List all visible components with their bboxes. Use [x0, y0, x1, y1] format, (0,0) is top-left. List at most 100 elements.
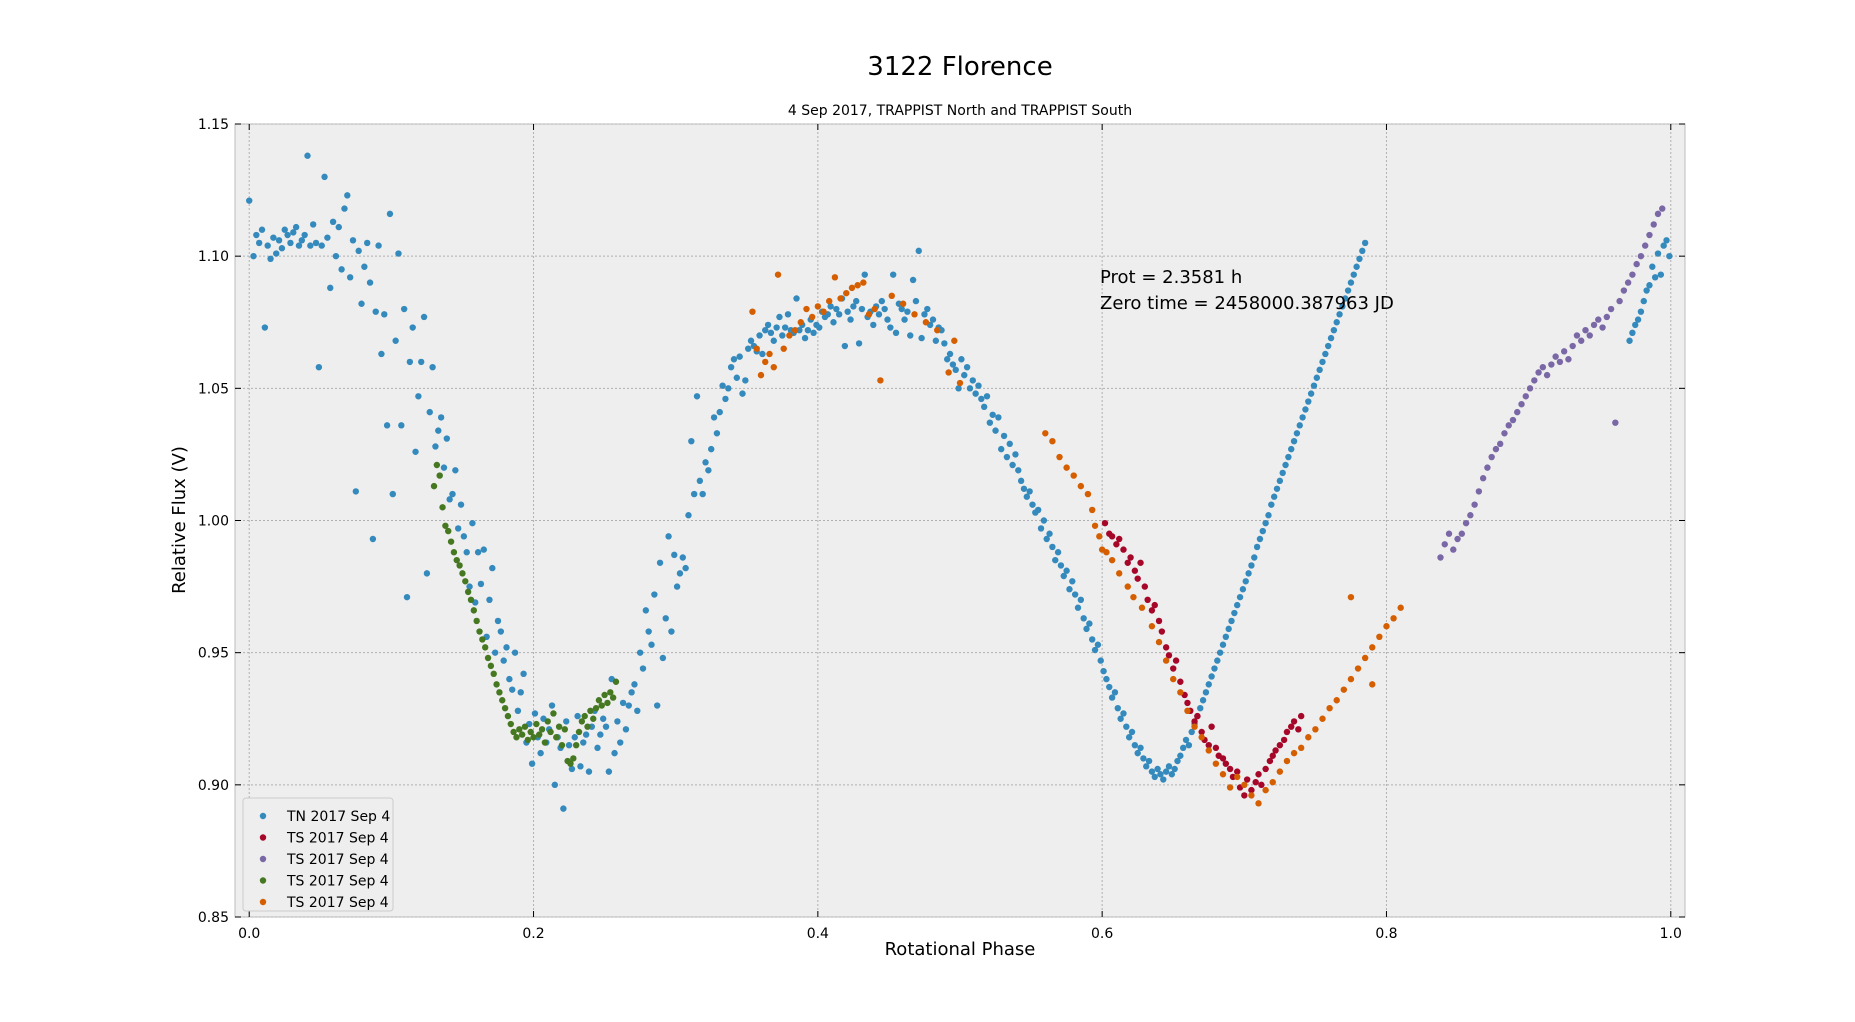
data-point [1083, 625, 1090, 633]
data-point [1324, 342, 1332, 350]
y-tick-label: 1.00 [198, 514, 229, 530]
data-point [1096, 533, 1103, 540]
data-point [992, 427, 999, 434]
legend-marker [259, 812, 267, 820]
data-point [1241, 781, 1248, 789]
data-point [332, 252, 340, 260]
data-point [1342, 295, 1349, 302]
data-point [531, 710, 539, 717]
data-point [1353, 263, 1360, 270]
data-point [536, 731, 543, 738]
data-point [1369, 681, 1376, 688]
data-point [912, 297, 920, 305]
legend-label: TS 2017 Sep 4 [286, 831, 389, 847]
data-point [392, 337, 399, 344]
data-point [1248, 792, 1255, 799]
data-point [1040, 517, 1048, 524]
data-point [1383, 623, 1390, 630]
data-point [827, 303, 834, 310]
data-point [1276, 477, 1284, 485]
data-point [553, 734, 560, 741]
data-point [952, 366, 959, 374]
data-point [742, 377, 749, 384]
data-point [477, 580, 485, 588]
data-point [1003, 453, 1011, 461]
data-point [599, 715, 607, 722]
data-point [450, 549, 458, 556]
data-point [1290, 718, 1298, 725]
data-point [871, 305, 878, 313]
data-point [439, 504, 446, 511]
data-point [774, 271, 782, 278]
data-point [386, 210, 394, 218]
data-point [318, 242, 325, 249]
data-point [1616, 297, 1623, 305]
data-point [1347, 593, 1355, 601]
data-point [801, 334, 809, 342]
data-point [736, 353, 743, 360]
data-point [270, 234, 277, 241]
data-point [1094, 641, 1102, 648]
data-point [727, 363, 735, 371]
data-point [1103, 549, 1110, 556]
data-point [1333, 697, 1340, 704]
data-point [1128, 728, 1136, 736]
data-point [1458, 530, 1466, 537]
y-axis-label: Relative Flux (V) [169, 446, 190, 594]
data-point [605, 768, 613, 775]
data-point [432, 443, 439, 450]
data-point [1290, 438, 1298, 445]
data-point [1297, 712, 1305, 720]
data-point [1255, 800, 1262, 807]
data-point [944, 356, 951, 363]
data-point [1253, 543, 1261, 551]
data-point [506, 675, 513, 683]
data-point [456, 562, 463, 569]
data-point [899, 300, 907, 307]
y-tick-label: 0.85 [198, 910, 229, 926]
data-points [246, 152, 1673, 812]
data-point [1252, 778, 1259, 786]
data-point [756, 332, 763, 339]
data-point [514, 707, 522, 715]
data-point [500, 657, 507, 664]
data-point [1151, 601, 1158, 609]
data-point [258, 226, 266, 233]
data-point [1327, 334, 1335, 342]
data-point [284, 231, 291, 239]
data-point [1202, 689, 1210, 696]
data-point [875, 311, 883, 318]
data-point [275, 237, 283, 244]
data-point [578, 718, 586, 725]
data-point [622, 726, 630, 733]
data-point [501, 704, 509, 712]
data-point [671, 551, 678, 559]
data-point [460, 533, 468, 540]
data-point [366, 279, 374, 286]
data-point [1376, 633, 1383, 641]
data-point [1205, 681, 1212, 688]
data-point [504, 712, 512, 720]
y-tick-label: 1.10 [198, 249, 229, 265]
data-point [865, 311, 873, 318]
data-point [592, 704, 600, 712]
data-point [435, 427, 442, 434]
data-point [1057, 562, 1065, 569]
data-point [776, 313, 783, 321]
data-point [1629, 329, 1636, 337]
data-point [1288, 445, 1295, 453]
data-point [452, 467, 459, 474]
grid [235, 123, 1685, 918]
data-point [733, 374, 741, 381]
data-point [1556, 358, 1564, 366]
data-point [327, 284, 334, 292]
data-point [307, 242, 314, 249]
data-point [659, 654, 667, 662]
data-point [484, 654, 492, 662]
data-point [1313, 374, 1321, 381]
data-point [786, 332, 793, 339]
data-point [639, 665, 647, 672]
data-point [1356, 255, 1363, 263]
data-point [1339, 303, 1346, 310]
data-point [1113, 541, 1120, 548]
